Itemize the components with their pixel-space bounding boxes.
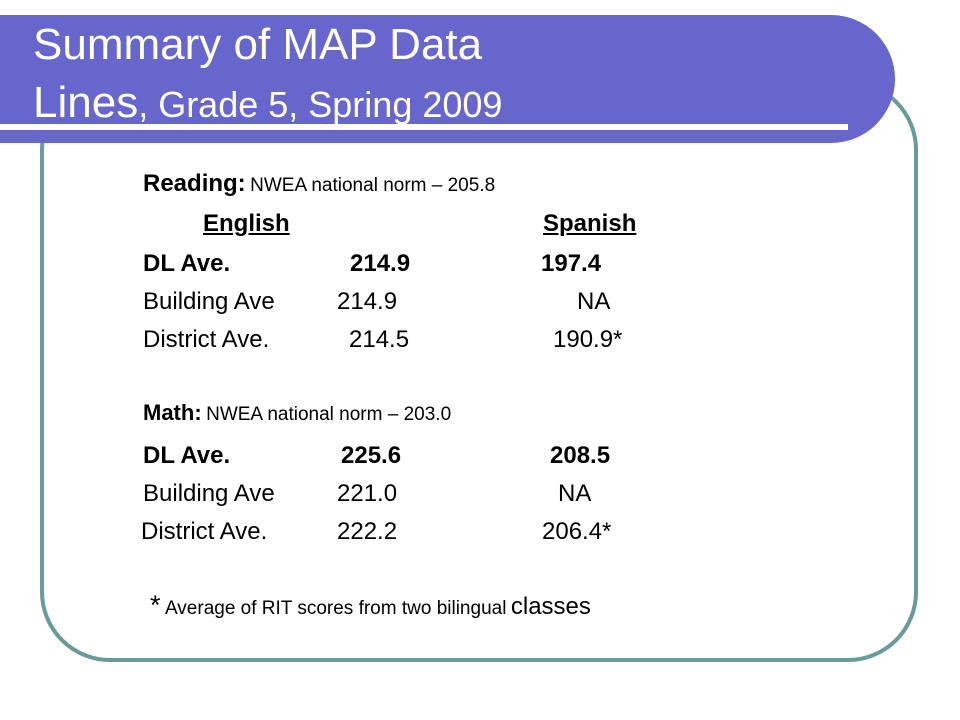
reading-building-english: 214.9 xyxy=(337,288,398,315)
reading-building-label: Building Ave xyxy=(143,288,275,315)
reading-dl-spanish: 197.4 xyxy=(541,250,602,277)
footnote-asterisk: * xyxy=(150,590,161,620)
reading-label: Reading: xyxy=(143,170,246,197)
reading-building-spanish: NA xyxy=(577,288,611,315)
reading-dl-label: DL Ave. xyxy=(143,250,231,277)
content-frame xyxy=(40,80,918,662)
reading-district-spanish: 190.9* xyxy=(553,326,623,353)
reading-norm: NWEA national norm – 205.8 xyxy=(250,175,496,196)
title-lines-word: Lines xyxy=(33,78,139,127)
math-norm: NWEA national norm – 203.0 xyxy=(206,404,452,425)
math-label: Math: xyxy=(143,400,202,425)
title-underline xyxy=(0,124,848,130)
math-building-spanish: NA xyxy=(558,480,592,507)
math-district-english: 222.2 xyxy=(337,518,398,545)
english-header: English xyxy=(203,210,290,237)
math-district-spanish: 206.4* xyxy=(542,518,612,545)
reading-heading: Reading: NWEA national norm – 205.8 xyxy=(143,170,495,198)
slide-title-line-2: Lines, Grade 5, Spring 2009 xyxy=(33,78,502,128)
title-grade-text: , Grade 5, Spring 2009 xyxy=(138,84,503,125)
math-building-english: 221.0 xyxy=(337,480,398,507)
reading-dl-english: 214.9 xyxy=(350,250,411,277)
reading-district-english: 214.5 xyxy=(349,326,410,353)
reading-district-label: District Ave. xyxy=(143,326,270,353)
title-bar xyxy=(0,15,895,143)
spanish-header: Spanish xyxy=(543,210,637,237)
math-heading: Math: NWEA national norm – 203.0 xyxy=(143,400,451,426)
slide-title-line-1: Summary of MAP Data xyxy=(33,20,483,69)
math-district-label: District Ave. xyxy=(141,518,268,545)
footnote: * Average of RIT scores from two bilingu… xyxy=(150,590,591,621)
math-dl-label: DL Ave. xyxy=(143,442,231,469)
math-dl-spanish: 208.5 xyxy=(550,442,611,469)
footnote-classes-word: classes xyxy=(510,593,591,620)
math-building-label: Building Ave xyxy=(143,480,275,507)
math-dl-english: 225.6 xyxy=(341,442,402,469)
footnote-text: Average of RIT scores from two bilingual xyxy=(164,598,507,619)
